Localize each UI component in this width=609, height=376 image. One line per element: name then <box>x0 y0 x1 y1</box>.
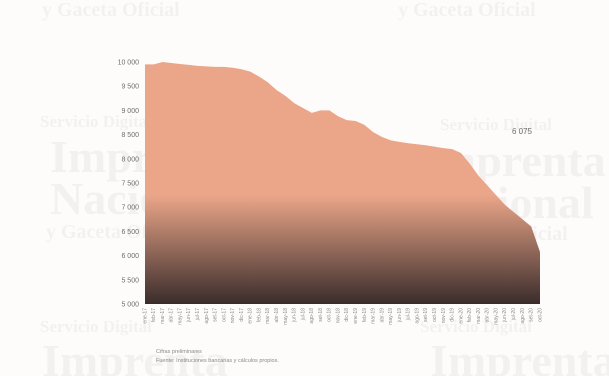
x-tick-label: oct-17 <box>221 308 227 322</box>
x-tick-label: set-18 <box>318 308 324 322</box>
x-tick-label: oct-20 <box>537 308 543 322</box>
y-tick-label: 9 000 <box>121 108 139 115</box>
y-tick-label: 6 000 <box>121 253 139 260</box>
x-tick-label: ago-17 <box>204 308 210 324</box>
x-tick-label: nov-19 <box>441 308 447 324</box>
x-tick-label: oct-19 <box>432 308 438 322</box>
x-tick-label: ene-19 <box>353 308 359 324</box>
x-tick-label: feb-18 <box>256 308 262 322</box>
x-tick-label: may-20 <box>493 308 499 325</box>
x-tick-label: mar-17 <box>160 308 166 324</box>
x-tick-label: jul-17 <box>195 308 201 321</box>
x-tick-label: set-20 <box>529 308 535 322</box>
note-source: Fuente: Instituciones bancarias y cálcul… <box>156 358 279 364</box>
y-tick-label: 5 500 <box>121 277 139 284</box>
x-tick-label: ago-19 <box>414 308 420 324</box>
annotation-layer: 6 075 <box>512 127 533 136</box>
y-tick-label: 7 000 <box>121 205 139 212</box>
x-tick-label: jul-20 <box>511 308 517 321</box>
x-tick-label: ene-17 <box>142 308 148 324</box>
x-tick-label: abr-18 <box>274 308 280 323</box>
x-tick-label: mar-18 <box>265 308 271 324</box>
x-tick-label: ene-20 <box>458 308 464 324</box>
x-tick-label: jun-17 <box>186 308 192 323</box>
x-tick-label: mar-19 <box>371 308 377 324</box>
y-tick-label: 8 000 <box>121 156 139 163</box>
x-tick-label: may-19 <box>388 308 394 325</box>
note-preliminary: Cifras preliminares <box>156 349 202 355</box>
x-tick-label: set-17 <box>213 308 219 322</box>
end-value-label: 6 075 <box>512 127 533 136</box>
x-tick-label: feb-17 <box>151 308 157 322</box>
y-tick-label: 10 000 <box>118 60 140 67</box>
y-axis: 5 000 5 500 6 000 6 500 7 000 7 500 8 000 8 500… <box>118 60 140 309</box>
y-tick-label: 6 500 <box>121 229 139 236</box>
x-tick-label: mar-20 <box>476 308 482 324</box>
y-tick-label: 7 500 <box>121 181 139 188</box>
chart-notes: Cifras preliminares Fuente: Institucione… <box>156 348 279 366</box>
x-tick-label: jul-19 <box>406 308 412 321</box>
x-tick-label: abr-19 <box>379 308 385 323</box>
x-tick-label: ene-18 <box>248 308 254 324</box>
x-tick-label: jun-19 <box>397 308 403 323</box>
x-tick-label: may-17 <box>177 308 183 325</box>
x-tick-label: nov-18 <box>335 308 341 324</box>
x-tick-label: dic-19 <box>450 308 456 322</box>
x-tick-label: ago-20 <box>520 308 526 324</box>
x-tick-label: abr-20 <box>485 308 491 323</box>
x-tick-label: feb-19 <box>362 308 368 322</box>
x-tick-label: jul-18 <box>300 308 306 321</box>
x-tick-label: oct-18 <box>327 308 333 322</box>
x-axis: ene-17 feb-17 mar-17 abr-17 may-17 jun-17 jul-… <box>142 308 543 325</box>
y-tick-label: 9 500 <box>121 84 139 91</box>
x-tick-label: nov-17 <box>230 308 236 324</box>
x-tick-label: dic-18 <box>344 308 350 322</box>
x-tick-label: jun-18 <box>292 308 298 323</box>
x-tick-label: abr-17 <box>169 308 175 323</box>
area-series <box>145 62 540 304</box>
x-tick-label: dic-17 <box>239 308 245 322</box>
y-tick-label: 8 500 <box>121 132 139 139</box>
y-tick-label: 5 000 <box>121 302 139 309</box>
x-tick-label: set-19 <box>423 308 429 322</box>
area-layer <box>145 62 540 304</box>
x-tick-label: may-18 <box>283 308 289 325</box>
x-tick-label: ago-18 <box>309 308 315 324</box>
x-tick-label: jun-20 <box>502 308 508 323</box>
x-tick-label: feb-20 <box>467 308 473 322</box>
